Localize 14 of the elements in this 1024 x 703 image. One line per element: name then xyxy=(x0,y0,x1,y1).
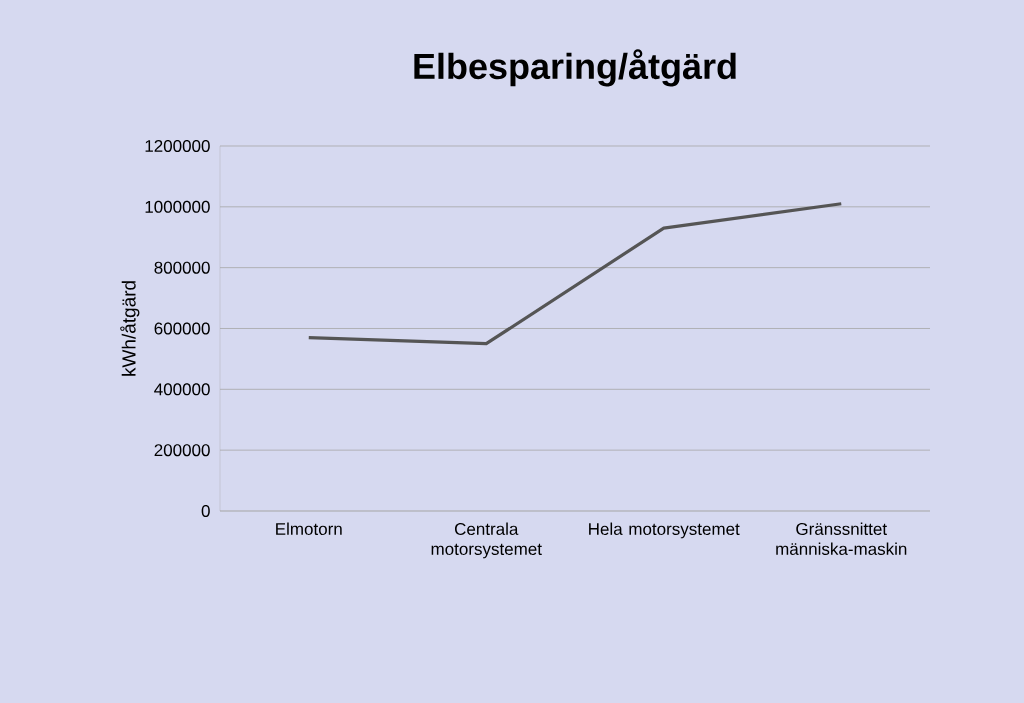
x-tick-label: Centrala motorsystemet xyxy=(431,522,542,559)
y-tick-label: 200000 xyxy=(154,444,210,457)
y-tick-label: 0 xyxy=(201,504,210,518)
y-tick-label: 800000 xyxy=(154,261,210,274)
y-tick-label: 600000 xyxy=(154,322,210,335)
line-series xyxy=(307,202,843,346)
x-tick-label: Hela motorsystemet xyxy=(589,522,740,539)
y-tick-label: 1200000 xyxy=(145,139,210,153)
y-tick-label: 1000000 xyxy=(145,200,210,213)
x-tick-label: Gränssnittet människa-maskin xyxy=(776,522,907,556)
y-axis-title: kWh/åtgärd xyxy=(120,281,140,376)
x-tick-label: Elmotorn xyxy=(276,522,342,536)
chart-title: Elbesparing/åtgärd xyxy=(414,49,736,87)
y-tick-label: 400000 xyxy=(154,383,210,396)
